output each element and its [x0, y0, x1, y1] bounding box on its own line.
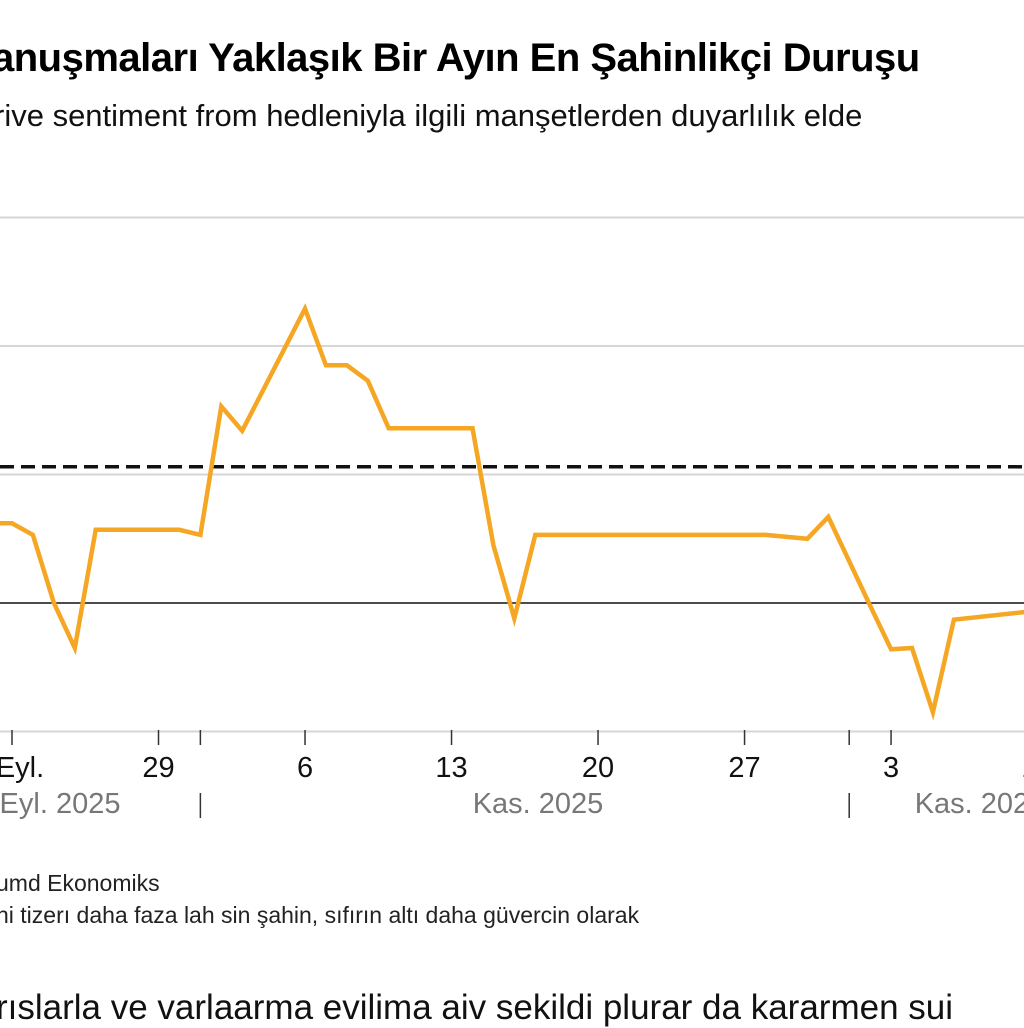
x-tick-label: 27: [728, 752, 760, 784]
x-tick-label: 3: [883, 752, 899, 784]
x-tick-label: 10: [1021, 752, 1024, 784]
month-label: Eyl. 2025: [0, 788, 120, 820]
bottom-text: rıslarla ve varlaarma evilima aiv sekild…: [0, 988, 953, 1027]
x-tick-label: 13: [435, 752, 467, 784]
month-label: Kas. 2025: [473, 788, 604, 820]
x-tick-label: 29: [142, 752, 174, 784]
note-text: ni tizerı daha faza lah sin şahin, sıfır…: [0, 902, 640, 928]
x-tick-label: 6: [297, 752, 313, 784]
month-label: Kas. 2025: [915, 788, 1024, 820]
x-tick-label: Eyl.: [0, 752, 44, 784]
chart-subtitle: rive sentiment from hedleniyla ilgili ma…: [0, 98, 863, 133]
sentiment-line: [0, 303, 1024, 721]
source-text: umd Ekonomiks: [0, 870, 160, 896]
chart-title: anuşmaları Yaklaşık Bir Ayın En Şahinlik…: [0, 36, 920, 80]
x-tick-label: 20: [582, 752, 614, 784]
